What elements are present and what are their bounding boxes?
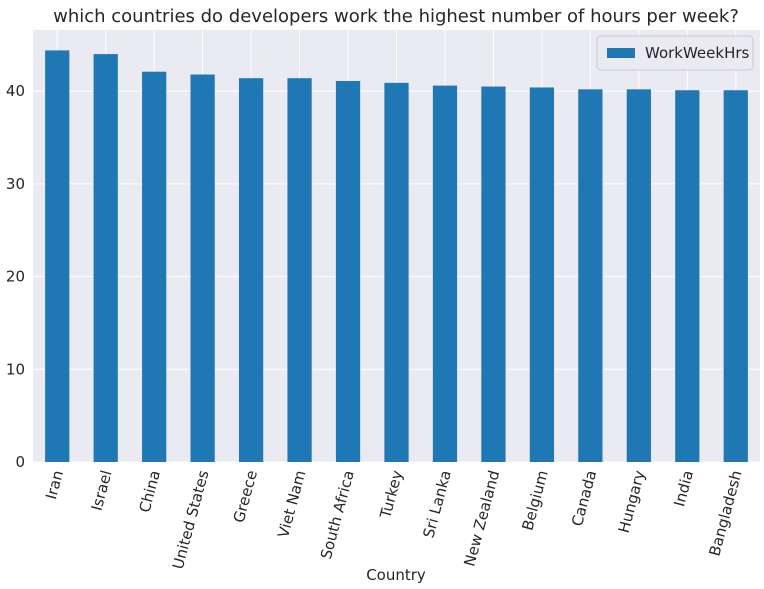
bar (45, 50, 70, 463)
bar (190, 74, 215, 462)
bar (335, 80, 361, 462)
bar (432, 85, 458, 462)
bar (626, 89, 651, 462)
x-tick-label: India (670, 468, 697, 508)
x-tick-label: Israel (88, 468, 116, 512)
legend: WorkWeekHrs (596, 35, 754, 71)
x-axis: Iran Israel China United States Greece Viet N… (42, 468, 746, 571)
x-tick-label: Hungary (615, 468, 649, 535)
bar (238, 78, 264, 463)
y-tick-label: 20 (6, 268, 25, 286)
bar (578, 89, 603, 462)
bar (481, 86, 506, 463)
y-tick-label: 30 (6, 175, 25, 193)
legend-box (596, 35, 754, 71)
x-tick-label: Belgium (518, 468, 551, 532)
bar (529, 87, 555, 463)
y-tick-label: 0 (15, 453, 25, 471)
x-tick-label: New Zealand (460, 468, 503, 568)
x-tick-label: Sri Lanka (420, 468, 455, 540)
bar (675, 90, 700, 462)
legend-swatch (607, 48, 635, 58)
y-tick-label: 10 (6, 360, 25, 378)
bar (142, 71, 167, 462)
chart-title: which countries do developers work the h… (53, 6, 739, 27)
x-tick-label: Greece (230, 468, 261, 524)
x-tick-label: Canada (568, 468, 600, 528)
x-tick-label: Turkey (376, 468, 406, 521)
bar (723, 90, 748, 462)
bars (45, 50, 748, 463)
x-axis-label: Country (366, 566, 426, 584)
x-tick-label: China (136, 468, 164, 514)
x-tick-label: Viet Nam (274, 468, 309, 539)
y-tick-label: 40 (6, 82, 25, 100)
bar (287, 78, 312, 463)
x-tick-label: United States (169, 468, 213, 571)
x-tick-label: Bangladesh (705, 468, 745, 558)
x-tick-label: South Africa (317, 468, 358, 561)
y-axis: 0 10 20 30 40 (6, 82, 25, 471)
bar (384, 82, 409, 463)
bar (93, 54, 118, 463)
x-tick-label: Iran (42, 468, 67, 501)
legend-label: WorkWeekHrs (645, 44, 750, 62)
